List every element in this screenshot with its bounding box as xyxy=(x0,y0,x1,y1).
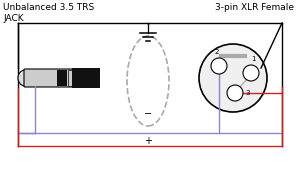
Text: Unbalanced 3.5 TRS: Unbalanced 3.5 TRS xyxy=(3,3,94,12)
Text: 1: 1 xyxy=(251,56,255,62)
Bar xyxy=(68,70,72,86)
Circle shape xyxy=(243,65,259,81)
FancyBboxPatch shape xyxy=(24,69,81,87)
Text: 3-pin XLR Female: 3-pin XLR Female xyxy=(215,3,294,12)
Ellipse shape xyxy=(18,70,32,86)
Text: JACK: JACK xyxy=(3,14,24,23)
Circle shape xyxy=(227,85,243,101)
Circle shape xyxy=(199,44,267,112)
Text: +: + xyxy=(144,136,152,146)
Bar xyxy=(57,70,67,86)
Text: 2: 2 xyxy=(215,49,219,55)
Text: −: − xyxy=(144,109,152,119)
Bar xyxy=(72,68,100,88)
Text: 3: 3 xyxy=(245,90,250,96)
Circle shape xyxy=(211,58,227,74)
